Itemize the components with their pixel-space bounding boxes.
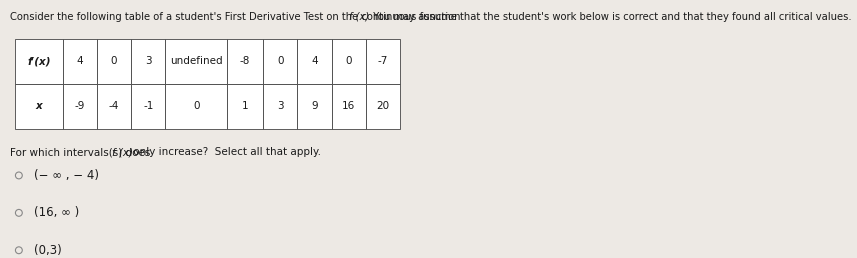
Text: -8: -8 [240, 56, 250, 66]
Bar [63, 84, 97, 129]
Bar [165, 39, 227, 84]
Bar [263, 84, 297, 129]
Text: (16, ∞ ): (16, ∞ ) [34, 206, 80, 219]
Bar [131, 84, 165, 129]
Bar [97, 84, 131, 129]
Text: (0,3): (0,3) [34, 244, 62, 257]
Text: 0: 0 [193, 101, 200, 111]
Text: Consider the following table of a student's First Derivative Test on the continu: Consider the following table of a studen… [10, 12, 464, 22]
Text: -9: -9 [75, 101, 85, 111]
Text: 0: 0 [111, 56, 117, 66]
Bar [332, 39, 366, 84]
Bar [63, 39, 97, 84]
Bar [97, 39, 131, 84]
Text: undefined: undefined [170, 56, 223, 66]
Bar [15, 39, 63, 84]
Text: (− ∞ , − 4): (− ∞ , − 4) [34, 169, 99, 182]
Text: 3: 3 [145, 56, 152, 66]
Text: f (x): f (x) [112, 147, 134, 157]
Bar [332, 84, 366, 129]
Text: 1: 1 [242, 101, 249, 111]
Bar [15, 84, 63, 129]
Bar [297, 39, 332, 84]
Text: 0: 0 [345, 56, 352, 66]
Bar [297, 84, 332, 129]
Text: You may assume that the student's work below is correct and that they found all : You may assume that the student's work b… [367, 12, 852, 22]
Text: 9: 9 [311, 101, 318, 111]
Bar [263, 39, 297, 84]
Bar [227, 84, 263, 129]
Text: 0: 0 [277, 56, 284, 66]
Text: -7: -7 [378, 56, 388, 66]
Text: -4: -4 [109, 101, 119, 111]
Text: 4: 4 [76, 56, 83, 66]
Text: -1: -1 [143, 101, 153, 111]
Bar [131, 39, 165, 84]
Bar [366, 39, 400, 84]
Text: 4: 4 [311, 56, 318, 66]
Bar [165, 84, 227, 129]
Text: x: x [36, 101, 42, 111]
Text: f′(x): f′(x) [27, 56, 51, 66]
Text: 16: 16 [342, 101, 356, 111]
Text: only increase?  Select all that apply.: only increase? Select all that apply. [130, 147, 321, 157]
Text: 3: 3 [277, 101, 284, 111]
Bar [227, 39, 263, 84]
Bar [366, 84, 400, 129]
Text: 20: 20 [376, 101, 390, 111]
Text: f (x): f (x) [349, 12, 369, 22]
Text: For which intervals(s) does: For which intervals(s) does [10, 147, 154, 157]
